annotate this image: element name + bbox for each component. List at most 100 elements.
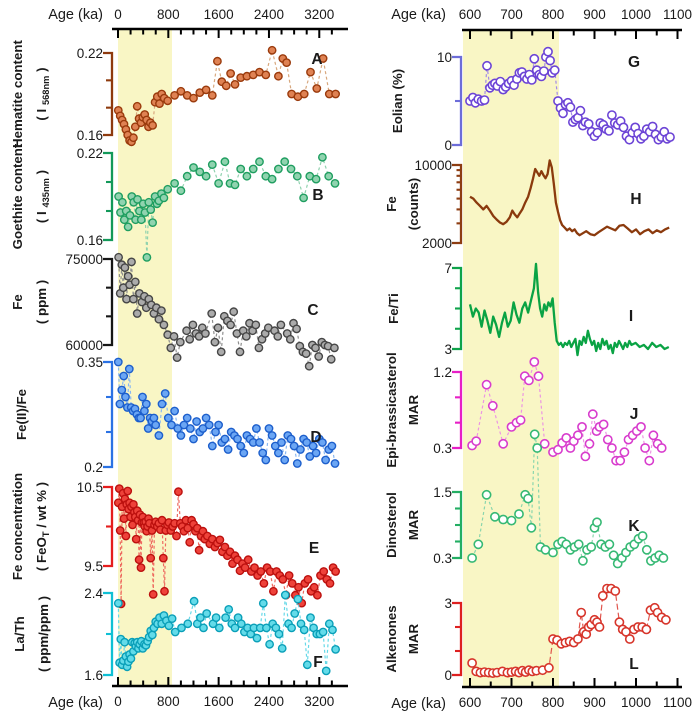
panel-J-data-point	[598, 419, 609, 430]
panel-D-data-point	[311, 448, 321, 458]
panel-B-data-point	[267, 174, 277, 184]
panel-F-data-point	[290, 609, 300, 618]
panel-K-data-point	[506, 515, 517, 526]
panel-E-data-point	[131, 534, 141, 544]
panel-D-data-point	[117, 385, 127, 395]
panel-F-data-point	[299, 625, 309, 635]
panel-C-data-point	[132, 309, 142, 318]
panel-E-data-point	[134, 555, 144, 565]
panel-D-data-point	[233, 434, 242, 444]
panel-G-data-point	[565, 102, 576, 113]
panel-J-data-point	[487, 400, 498, 411]
panel-G-data-point	[558, 108, 568, 119]
panel-J-axis-title: Epi-brassicasterol	[384, 352, 399, 467]
panel-D-data-point	[261, 455, 271, 465]
panel-J-data-point	[640, 443, 650, 453]
panel-C-data-point	[114, 252, 124, 262]
axis-tick-label: 900	[583, 695, 606, 710]
panel-B-data-point	[118, 197, 127, 207]
panel-D-data-point	[185, 424, 195, 433]
panel-C-data-point	[326, 354, 336, 364]
panel-F-data-point	[211, 613, 221, 622]
panel-C-data-point	[229, 307, 239, 317]
panel-D-ymax-label: 0.35	[77, 355, 103, 370]
axis-tick-label: 1600	[204, 694, 234, 709]
panel-E-letter: E	[309, 540, 319, 557]
panel-A-data-point	[331, 89, 340, 99]
axis-tick-label: 800	[542, 695, 565, 710]
panel-K-data-point	[473, 539, 484, 550]
panel-C-data-point	[182, 326, 192, 336]
panel-A-letter: A	[311, 51, 322, 68]
panel-J-data-point	[481, 379, 492, 390]
panel-F-data-point	[147, 630, 157, 640]
panel-J-data-point	[648, 430, 659, 441]
panel-D-data-point	[157, 399, 167, 409]
panel-C-data-point	[301, 349, 311, 358]
x-axis-left: 0 800 1600 2400 3200 0 800 1600 2400 3200	[112, 7, 348, 709]
panel-G-data-point	[575, 105, 586, 116]
panel-C-data-point	[120, 263, 130, 272]
panel-J-data-point	[584, 438, 595, 449]
panel-F-data-point	[113, 598, 123, 608]
panel-F-data-point	[189, 596, 199, 606]
panel-G-data-point	[665, 132, 675, 142]
panel-D-data-point	[189, 434, 198, 444]
panel-A-data-point	[176, 86, 186, 96]
panel-C-ymax-label: 75000	[65, 252, 103, 267]
panel-K-data-point	[578, 555, 588, 566]
axis-tick-label: 3200	[304, 7, 334, 22]
panel-B-y-bracket	[103, 151, 114, 242]
panel-D-data-point	[113, 357, 123, 367]
panel-F-data-point	[126, 654, 136, 663]
axis-tick-label: 800	[157, 7, 180, 22]
panel-D-data-point	[214, 420, 224, 430]
age-axis-label-top-right: Age (ka)	[391, 7, 446, 23]
panel-D-data-point	[119, 371, 129, 381]
axis-tick-label: 700	[500, 7, 523, 22]
panel-K-data-point	[526, 522, 537, 533]
panel-E-data-point	[146, 553, 156, 563]
axis-tick-label: 2400	[254, 7, 284, 22]
panel-D-data-point	[273, 448, 283, 458]
panel-C-data-point	[130, 277, 140, 287]
panel-F-axis-title: ( ppm/ppm )	[36, 596, 51, 672]
panel-F-data-point	[177, 623, 186, 633]
panel-J-ymin-label: 0.3	[433, 441, 452, 456]
panel-L-data-point	[661, 614, 671, 625]
axis-tick-label: 800	[542, 7, 565, 22]
panel-C-data-point	[304, 361, 314, 371]
panel-B-data-point	[170, 178, 180, 188]
panel-D-data-point	[160, 389, 170, 398]
panel-K-data-point	[604, 539, 615, 550]
panel-A-data-point	[267, 45, 277, 55]
panel-D-data-point	[201, 413, 211, 423]
panel-G-letter: G	[628, 54, 640, 71]
panel-I-ymin-label: 3	[444, 342, 452, 357]
panel-L-y-bracket	[452, 601, 463, 677]
age-axis-label-top-left: Age (ka)	[48, 7, 103, 23]
panel-E: 10.5 9.5 Fe concentration ( FeOT / wt % ) E	[10, 473, 340, 609]
axis-tick-label: 600	[459, 695, 482, 710]
panel-E-ymin-label: 9.5	[84, 559, 103, 574]
panel-D-data-point	[280, 455, 290, 465]
panel-B-data-point	[182, 171, 192, 181]
panel-E-data-point	[148, 590, 158, 599]
panel-D-data-point	[141, 399, 151, 409]
panel-G-data-point	[543, 46, 553, 57]
panel-F-data-point	[321, 666, 331, 676]
panel-J-data-point	[644, 455, 655, 466]
panel-A-data-point	[282, 58, 291, 67]
age-axis-label-bottom-right: Age (ka)	[391, 696, 446, 712]
panel-A-data-point	[128, 133, 138, 143]
panel-B-data-point	[136, 215, 146, 225]
panel-D-data-point	[308, 441, 318, 451]
panel-J-data-point	[656, 443, 667, 453]
panel-F-data-point	[221, 613, 231, 622]
panel-D-data-point	[264, 424, 274, 433]
panel-C-data-point	[213, 323, 223, 333]
panel-B-data-point	[273, 164, 283, 174]
panel-F-data-point	[280, 590, 290, 600]
panel-L-data-point	[594, 622, 605, 632]
